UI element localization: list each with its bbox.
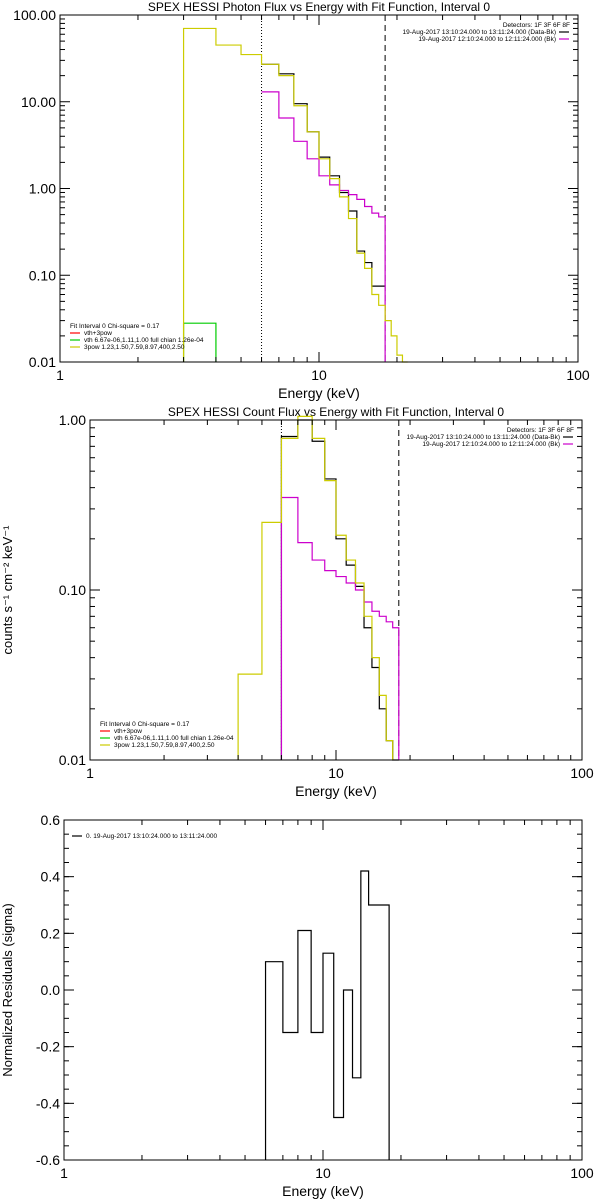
legend-header: Detectors: 1F 3F 6F 8F bbox=[507, 427, 574, 434]
series-residuals bbox=[264, 870, 390, 1160]
fit-legend-entry: vth+3pow bbox=[114, 728, 142, 735]
y-axis-label: Normalized Residuals (sigma) bbox=[0, 903, 15, 1076]
x-tick-label: 1 bbox=[56, 367, 64, 383]
series-data bbox=[280, 419, 399, 761]
x-axis-label: Energy (keV) bbox=[282, 1183, 364, 1199]
fit-legend-entry: 3pow 1.23,1.50,7.59,8.97,400,2.50 bbox=[84, 344, 185, 351]
y-tick-label: -0.4 bbox=[36, 1095, 60, 1111]
plot-frame bbox=[59, 14, 579, 363]
y-tick-label: -0.2 bbox=[36, 1039, 60, 1055]
x-tick-label: 10 bbox=[328, 765, 344, 781]
x-tick-label: 100 bbox=[566, 367, 590, 383]
x-tick-label: 1 bbox=[86, 765, 94, 781]
x-tick-label: 10 bbox=[315, 1165, 331, 1181]
y-tick-label: 0.4 bbox=[41, 869, 61, 885]
y-tick-label: 0.6 bbox=[41, 812, 61, 828]
residuals-panel: 1 10 100 -0.6 -0.4 -0.2 0.0 0.2 0.4 0.6 Energy (ke… bbox=[0, 812, 594, 1199]
series-fit-total bbox=[182, 27, 408, 363]
x-axis-label: Energy (keV) bbox=[295, 783, 377, 799]
series-background bbox=[261, 91, 386, 362]
series-fit-total bbox=[237, 415, 394, 760]
count-flux-panel: SPEX HESSI Count Flux vs Energy with Fit… bbox=[0, 405, 594, 799]
y-tick-label: 1.00 bbox=[59, 412, 86, 428]
y-tick-label: 0.0 bbox=[41, 982, 61, 998]
fit-legend-header: Fit Interval 0 Chi-square = 0.17 bbox=[70, 323, 160, 330]
legend-entry: 19-Aug-2017 12:10:24.000 to 12:11:24.000… bbox=[422, 441, 560, 448]
y-tick-label: 10.00 bbox=[21, 94, 56, 110]
x-axis-label: Energy (keV) bbox=[278, 385, 360, 401]
fit-legend-entry: vth 6.67e-06,1.11,1.00 full chian 1.26e-… bbox=[84, 337, 204, 344]
plot-frame bbox=[89, 419, 583, 761]
y-axis-label: counts s⁻¹ cm⁻² keV⁻¹ bbox=[0, 525, 15, 655]
y-tick-label: 0.01 bbox=[29, 354, 56, 370]
legend-entry: 19-Aug-2017 12:10:24.000 to 12:11:24.000… bbox=[418, 36, 556, 43]
fit-legend-header: Fit Interval 0 Chi-square = 0.17 bbox=[100, 721, 190, 728]
x-tick-label: 10 bbox=[311, 367, 327, 383]
x-tick-label: 100 bbox=[570, 1165, 594, 1181]
y-tick-label: 0.10 bbox=[29, 267, 56, 283]
fit-legend-entry: vth+3pow bbox=[84, 330, 112, 337]
photon-flux-panel: SPEX HESSI Photon Flux vs Energy with Fi… bbox=[13, 0, 590, 401]
series-background bbox=[280, 496, 400, 760]
residual-legend-entry: 0. 19-Aug-2017 13:10:24.000 to 13:11:24.… bbox=[86, 833, 217, 840]
fit-legend-entry: 3pow 1.23,1.50,7.59,8.97,400,2.50 bbox=[114, 742, 215, 749]
legend-header: Detectors: 1F 3F 6F 8F bbox=[503, 22, 570, 29]
y-tick-label: 0.10 bbox=[59, 582, 86, 598]
fit-legend-entry: vth 6.67e-06,1.11,1.00 full chian 1.26e-… bbox=[114, 735, 234, 742]
y-tick-label: 100.00 bbox=[13, 7, 56, 23]
x-tick-label: 100 bbox=[570, 765, 594, 781]
y-tick-label: 1.00 bbox=[29, 181, 56, 197]
chart-title: SPEX HESSI Photon Flux vs Energy with Fi… bbox=[148, 0, 490, 14]
series-data bbox=[261, 63, 386, 287]
chart-title: SPEX HESSI Count Flux vs Energy with Fit… bbox=[168, 405, 504, 419]
y-tick-label: 0.2 bbox=[41, 925, 61, 941]
legend-entry: 19-Aug-2017 13:10:24.000 to 13:11:24.000… bbox=[403, 29, 556, 36]
y-tick-label: -0.6 bbox=[36, 1152, 60, 1168]
legend-entry: 19-Aug-2017 13:10:24.000 to 13:11:24.000… bbox=[407, 434, 560, 441]
y-tick-label: 0.01 bbox=[59, 752, 86, 768]
x-tick-label: 1 bbox=[60, 1165, 68, 1181]
